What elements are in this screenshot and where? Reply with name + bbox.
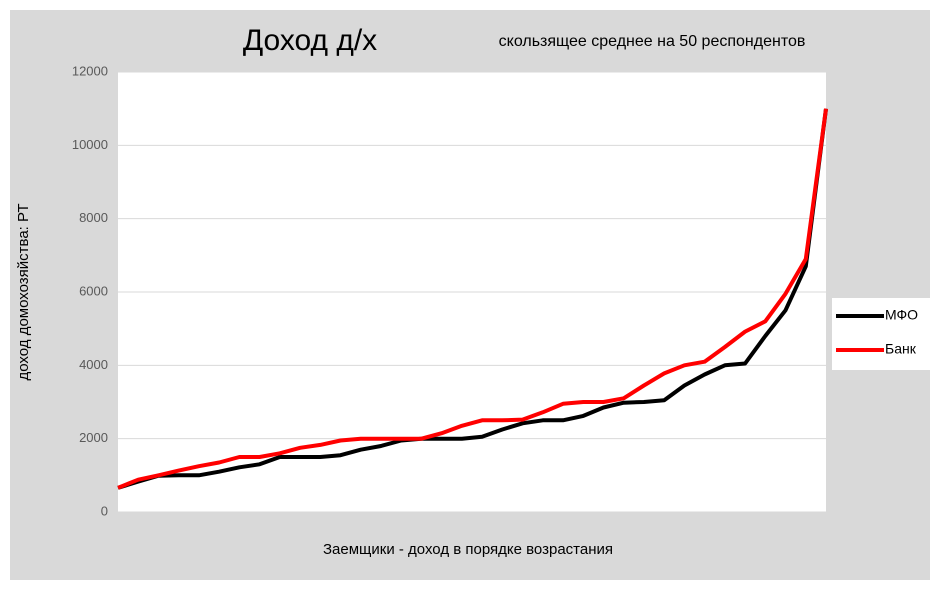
y-axis-label: доход домохозяйства: РТ [15,204,32,381]
y-tick-label: 12000 [72,63,108,78]
legend-label: МФО [885,307,918,323]
y-tick-label: 10000 [72,137,108,152]
y-tick-label: 0 [101,503,108,518]
y-tick-label: 6000 [79,283,108,298]
chart-title: Доход д/х [243,24,377,57]
legend-label: Банк [885,341,917,357]
series-line [117,108,828,490]
legend [832,298,932,370]
y-tick-label: 8000 [79,210,108,225]
y-tick-label: 2000 [79,430,108,445]
chart-subtitle: скользящее среднее на 50 респондентов [499,33,806,50]
series-line [117,108,828,490]
x-axis-label: Заемщики - доход в порядке возрастания [323,541,613,558]
y-tick-label: 4000 [79,357,108,372]
